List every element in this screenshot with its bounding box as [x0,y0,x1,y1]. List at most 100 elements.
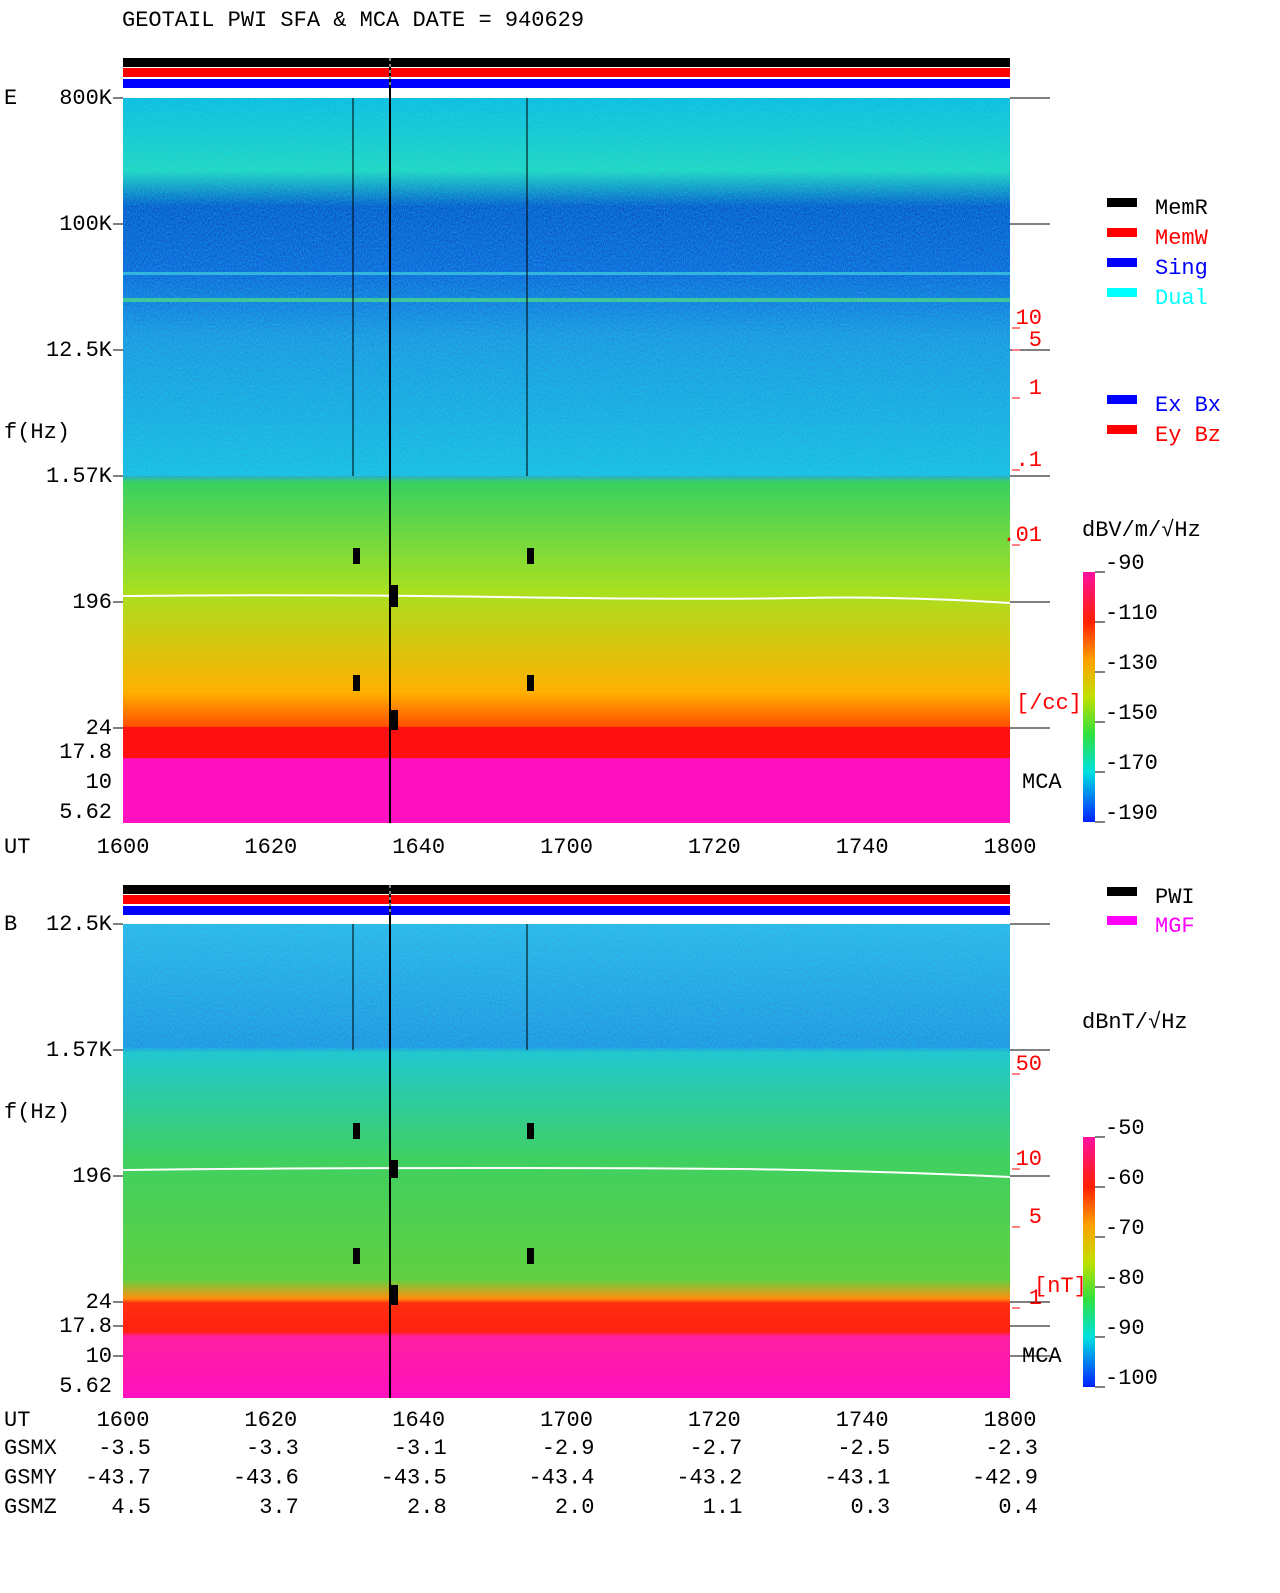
y-tick-label: 10 [86,770,112,795]
cell: -2.3 [985,1436,1038,1461]
colorbar-tick-label: -90 [1105,1316,1145,1341]
y-tick-label: 196 [72,1164,112,1189]
cell: 1.1 [703,1495,743,1520]
panel-label: B [4,912,17,937]
legend-label: Ey Bz [1155,423,1221,448]
legend-label: MGF [1155,914,1195,939]
gap-block [353,548,360,564]
cell: -43.1 [824,1465,890,1490]
status-bar [123,895,1010,904]
x-tick-label: 1740 [836,1408,889,1433]
x-tick-label: 1700 [540,1408,593,1433]
legend-label: Dual [1155,286,1208,311]
cell: -42.9 [972,1465,1038,1490]
plot-layout [122,58,1011,1398]
cell: -43.7 [85,1465,151,1490]
cell: 4.5 [111,1495,151,1520]
time-label: UT [4,1408,30,1433]
y-tick-label: 24 [86,1290,112,1315]
legend-label: Sing [1155,256,1208,281]
y-tick-label: 1.57K [46,464,113,489]
gap-block [390,710,398,730]
colorbar-tick-label: -70 [1105,1216,1145,1241]
legend-swatch [1107,228,1137,237]
legend-swatch [1107,288,1137,297]
gap-block [527,548,534,564]
x-tick-label: 1740 [836,835,889,860]
gap-block [527,1248,534,1264]
spectrogram-noise [123,924,1010,1050]
cell: -3.1 [394,1436,447,1461]
legend-label: Ex Bx [1155,393,1221,418]
x-tick-label: 1700 [540,835,593,860]
y-tick-label: 17.8 [59,740,112,765]
y-tick-label: 12.5K [46,338,113,363]
density-tick-label: 10 [1016,306,1042,331]
colorbar-tick-label: -150 [1105,701,1158,726]
status-bar [123,906,1010,915]
status-bar [123,58,1010,67]
panel-label: E [4,86,17,111]
mca-label: MCA [1022,1344,1062,1369]
y-tick-label: 100K [59,212,113,237]
gap-block [390,585,398,607]
colorbar-tick-label: -190 [1105,801,1158,826]
density-tick-label: 1 [1029,376,1042,401]
y-tick-label: 800K [59,86,113,111]
status-bar [123,885,1010,894]
cell: 3.7 [259,1495,299,1520]
cell: -43.5 [381,1465,447,1490]
cell: -43.6 [233,1465,299,1490]
legend-label: MemW [1155,226,1209,251]
axis-label: f(Hz) [4,1100,70,1125]
colorbar-tick-label: -50 [1105,1116,1145,1141]
legend-swatch [1107,395,1137,404]
cell: -3.3 [246,1436,299,1461]
cell: 2.8 [407,1495,447,1520]
cell: 0.3 [851,1495,891,1520]
x-tick-label: 1620 [244,1408,297,1433]
colorbar-tick-label: -60 [1105,1166,1145,1191]
y-tick-label: 5.62 [59,800,112,825]
legend-label: MemR [1155,196,1208,221]
density-unit: [/cc] [1016,691,1082,716]
x-tick-label: 1640 [392,1408,445,1433]
legend-label: PWI [1155,885,1195,910]
cell: -3.5 [98,1436,151,1461]
gap-block [527,675,534,691]
axis-label: f(Hz) [4,420,70,445]
status-bar [123,79,1010,88]
emission-band [123,272,1010,275]
y-tick-label: 10 [86,1344,112,1369]
x-tick-label: 1800 [984,1408,1037,1433]
row-label: GSMZ [4,1495,57,1520]
density-tick-label: .1 [1016,448,1042,473]
mca-label: MCA [1022,770,1062,795]
colorbar-unit: dBV/m/√Hz [1082,518,1201,543]
x-tick-label: 1620 [244,835,297,860]
y-tick-label: 196 [72,590,112,615]
legend-swatch [1107,258,1137,267]
time-label: UT [4,835,30,860]
gap-block [353,1123,360,1139]
colorbar [1083,1137,1095,1387]
cell: -43.4 [528,1465,594,1490]
plasma-line [122,1166,1011,1178]
legend-swatch [1107,425,1137,434]
y-tick-label: 12.5K [46,912,113,937]
density-tick-label: 5 [1029,1205,1042,1230]
x-tick-label: 1720 [688,1408,741,1433]
y-tick-label: 1.57K [46,1038,113,1063]
density-tick-label: 50 [1016,1052,1042,1077]
cell: -2.5 [837,1436,890,1461]
legend-swatch [1107,198,1137,207]
colorbar-tick-label: -170 [1105,751,1158,776]
spectrogram-noise [123,98,1010,476]
gap-block [390,1160,398,1178]
cell: 0.4 [998,1495,1038,1520]
gap-block [527,1123,534,1139]
colorbar-tick-label: -130 [1105,651,1158,676]
row-label: GSMY [4,1465,57,1490]
title: GEOTAIL PWI SFA & MCA DATE = 940629 [122,8,584,33]
